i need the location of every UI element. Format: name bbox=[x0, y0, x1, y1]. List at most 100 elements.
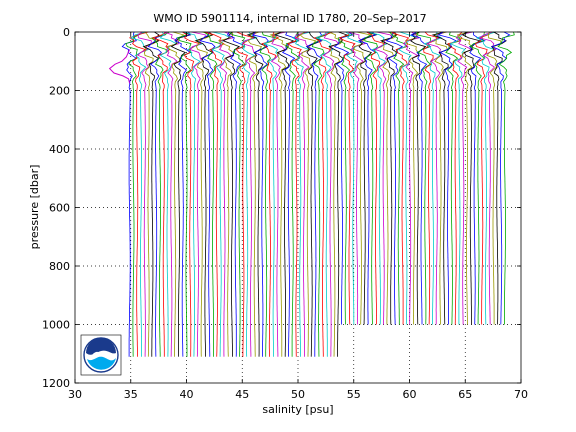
x-tick-label: 55 bbox=[347, 388, 361, 401]
y-tick-label: 0 bbox=[63, 26, 70, 39]
y-axis-label: pressure [dbar] bbox=[28, 165, 41, 250]
reference-profile bbox=[108, 49, 131, 84]
salinity-profile bbox=[345, 31, 365, 325]
x-axis-ticks: 30 35 40 45 50 55 60 65 70 bbox=[68, 32, 528, 401]
noaa-logo-sea bbox=[87, 356, 116, 370]
salinity-profile bbox=[397, 31, 419, 325]
salinity-profile bbox=[228, 31, 246, 357]
salinity-profile bbox=[490, 31, 507, 325]
plot-area: 30 35 40 45 50 55 60 65 70 0 200 400 600 800 1000 1200 bbox=[42, 26, 528, 401]
salinity-profile bbox=[475, 31, 496, 325]
salinity-profile bbox=[314, 31, 334, 357]
salinity-profile bbox=[273, 31, 295, 357]
salinity-profile bbox=[431, 31, 453, 325]
salinity-profile bbox=[189, 31, 207, 357]
salinity-profile bbox=[305, 31, 323, 357]
salinity-profile bbox=[166, 31, 185, 357]
x-tick-label: 45 bbox=[235, 388, 249, 401]
salinity-profile bbox=[219, 31, 233, 357]
salinity-profile bbox=[445, 31, 462, 325]
y-tick-label: 400 bbox=[49, 143, 70, 156]
salinity-profile bbox=[367, 31, 389, 325]
salinity-profile bbox=[195, 31, 214, 357]
x-tick-label: 50 bbox=[291, 388, 305, 401]
salinity-profile bbox=[217, 31, 234, 357]
salinity-profile bbox=[379, 31, 398, 325]
salinity-profile bbox=[285, 31, 300, 357]
salinity-profile bbox=[333, 31, 354, 325]
salinity-profile bbox=[313, 31, 333, 357]
y-tick-label: 200 bbox=[49, 85, 70, 98]
salinity-profile bbox=[247, 31, 263, 357]
salinity-profile bbox=[468, 31, 486, 325]
salinity-profile bbox=[456, 31, 474, 325]
salinity-profile bbox=[358, 31, 378, 325]
salinity-profile bbox=[433, 31, 448, 325]
salinity-profile bbox=[455, 31, 473, 325]
salinity-profile bbox=[437, 31, 457, 325]
salinity-profile bbox=[246, 31, 269, 357]
salinity-profile bbox=[469, 31, 486, 325]
salinity-profile bbox=[405, 31, 420, 325]
salinity-profile bbox=[416, 31, 432, 325]
salinity-profile bbox=[143, 31, 160, 357]
salinity-profile bbox=[322, 32, 340, 357]
salinity-profile bbox=[235, 31, 256, 357]
salinity-profile bbox=[353, 31, 371, 325]
salinity-profile bbox=[299, 31, 317, 357]
salinity-profile bbox=[328, 31, 348, 357]
salinity-profile bbox=[381, 31, 398, 325]
salinity-profile bbox=[410, 31, 432, 325]
salinity-profile bbox=[269, 31, 289, 357]
salinity-profile bbox=[294, 31, 312, 357]
salinity-profile bbox=[347, 31, 366, 325]
salinity-profile bbox=[259, 31, 276, 357]
salinity-profile bbox=[391, 31, 410, 325]
salinity-profile bbox=[311, 31, 330, 357]
y-tick-label: 600 bbox=[49, 202, 70, 215]
profiles bbox=[121, 31, 515, 357]
salinity-profile bbox=[170, 31, 192, 357]
salinity-profile bbox=[490, 31, 511, 325]
salinity-profile bbox=[241, 31, 258, 357]
salinity-profile bbox=[261, 31, 280, 357]
noaa-logo-gull bbox=[92, 351, 110, 357]
salinity-profile bbox=[497, 31, 515, 325]
salinity-profile bbox=[182, 31, 201, 357]
salinity-profile bbox=[142, 31, 160, 357]
salinity-profile bbox=[357, 31, 377, 325]
y-tick-label: 800 bbox=[49, 260, 70, 273]
salinity-profile bbox=[270, 31, 287, 357]
salinity-profile bbox=[337, 31, 354, 325]
salinity-profile bbox=[211, 31, 231, 357]
salinity-profile bbox=[121, 31, 137, 357]
salinity-profile bbox=[194, 31, 214, 357]
x-tick-label: 70 bbox=[514, 388, 528, 401]
salinity-profile bbox=[402, 31, 420, 325]
salinity-profile bbox=[128, 31, 149, 357]
salinity-profile bbox=[328, 31, 343, 357]
x-tick-label: 30 bbox=[68, 388, 82, 401]
salinity-profile bbox=[174, 31, 192, 357]
salinity-profile bbox=[423, 31, 441, 325]
salinity-profile bbox=[374, 31, 393, 325]
x-axis-label: salinity [psu] bbox=[262, 403, 333, 416]
y-tick-label: 1200 bbox=[42, 377, 70, 390]
salinity-profile bbox=[226, 31, 246, 357]
salinity-profile bbox=[163, 31, 180, 357]
salinity-profile bbox=[147, 31, 166, 357]
salinity-profile bbox=[222, 31, 241, 357]
y-axis-ticks: 0 200 400 600 800 1000 1200 bbox=[42, 26, 521, 390]
x-tick-label: 40 bbox=[180, 388, 194, 401]
salinity-profile bbox=[306, 31, 323, 357]
salinity-profile bbox=[151, 31, 171, 357]
salinity-profile bbox=[251, 31, 269, 357]
salinity-profile bbox=[385, 31, 404, 325]
salinity-profile bbox=[426, 31, 446, 325]
salinity-profile bbox=[423, 31, 443, 325]
x-tick-label: 35 bbox=[124, 388, 138, 401]
salinity-profile bbox=[486, 31, 502, 325]
salinity-profile bbox=[449, 31, 472, 325]
salinity-profile bbox=[262, 31, 284, 357]
